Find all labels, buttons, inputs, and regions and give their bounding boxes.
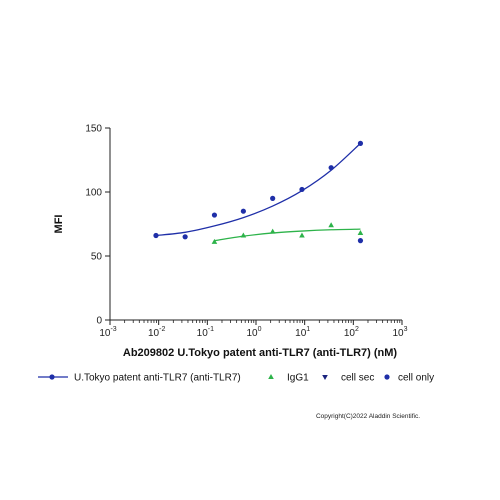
fit-curve-series-0 [155,142,361,237]
x-tick-label: 10-3 [99,326,116,339]
data-point-series-0 [299,186,305,193]
x-tick-label: 10-2 [148,326,165,339]
x-axis-title: Ab209802 U.Tokyo patent anti-TLR7 (anti-… [123,347,398,359]
data-point-series-1 [240,232,247,238]
legend-label: IgG1 [287,373,309,384]
data-point-series-0 [153,232,159,239]
x-tick-label: 101 [295,326,310,339]
data-points [153,140,364,244]
y-axis-title: MFI [53,215,65,234]
data-point-series-0 [270,195,276,201]
data-point-series-1 [211,238,218,244]
y-tick-label: 150 [85,124,102,135]
data-point-series-1 [328,222,334,228]
fit-curve-series-1 [214,228,361,242]
legend-label: cell only [398,373,434,384]
data-point-series-0 [240,208,246,214]
data-point-series-3 [357,238,364,244]
legend-marker [384,374,390,380]
legend-marker [49,374,55,380]
x-tick-label: 100 [246,326,261,339]
data-point-series-0 [182,234,188,240]
x-tick-label: 102 [344,326,359,339]
data-point-series-1 [299,232,305,238]
data-point-series-0 [328,165,334,171]
legend-label: U.Tokyo patent anti-TLR7 (anti-TLR7) [74,373,241,384]
legend-marker [322,375,328,380]
data-point-series-0 [211,212,218,218]
data-point-series-0 [357,140,364,146]
x-tick-label: 10-1 [197,326,214,339]
y-tick-label: 50 [91,252,103,263]
data-point-series-1 [357,229,364,235]
legend-marker [268,374,274,379]
x-tick-label: 103 [392,326,407,339]
y-tick-label: 0 [96,316,102,327]
legend-label: cell sec [341,373,374,384]
legend: U.Tokyo patent anti-TLR7 (anti-TLR7) IgG1… [38,373,434,384]
copyright-notice: Copyright(C)2022 Aladdin Scientific. [316,413,420,420]
data-point-series-1 [269,228,276,234]
fit-curves [155,142,361,242]
axes: 10-3 10-2 10-1 100 101 102 103 0 50 100 150 [85,124,407,340]
y-tick-label: 100 [85,188,102,199]
